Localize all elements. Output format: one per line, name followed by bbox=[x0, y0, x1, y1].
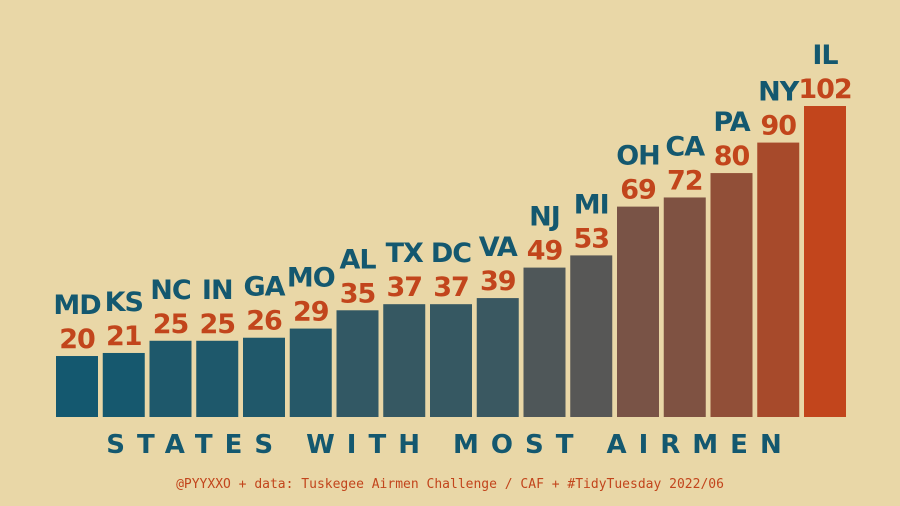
state-label-in: IN bbox=[202, 275, 233, 306]
value-label-ca: 72 bbox=[667, 165, 703, 196]
state-label-dc: DC bbox=[431, 238, 471, 269]
state-label-ks: KS bbox=[105, 287, 143, 318]
state-label-nc: NC bbox=[150, 275, 191, 306]
state-label-mi: MI bbox=[574, 189, 609, 220]
bar-ca bbox=[663, 197, 706, 417]
value-label-al: 35 bbox=[340, 278, 376, 309]
state-label-il: IL bbox=[812, 40, 838, 71]
chart-title: STATES WITH MOST AIRMEN bbox=[106, 430, 794, 460]
bar-al bbox=[336, 310, 379, 417]
state-label-pa: PA bbox=[713, 107, 750, 138]
state-label-mo: MO bbox=[287, 263, 335, 294]
value-label-mo: 29 bbox=[293, 297, 329, 328]
bar-chart: 20MD21KS25NC25IN26GA29MO35AL37TX37DC39VA… bbox=[53, 40, 853, 417]
state-label-tx: TX bbox=[386, 238, 424, 269]
bar-mo bbox=[289, 328, 332, 417]
value-label-mi: 53 bbox=[573, 223, 609, 254]
state-label-oh: OH bbox=[616, 141, 660, 172]
value-label-tx: 37 bbox=[386, 272, 422, 303]
value-label-nj: 49 bbox=[527, 236, 563, 267]
bar-in bbox=[196, 340, 239, 417]
value-label-md: 20 bbox=[59, 324, 95, 355]
bar-il bbox=[804, 106, 846, 417]
bar-oh bbox=[617, 206, 659, 417]
value-label-pa: 80 bbox=[714, 141, 750, 172]
bar-ga bbox=[243, 337, 285, 417]
value-label-va: 39 bbox=[480, 266, 516, 297]
value-label-dc: 37 bbox=[433, 272, 469, 303]
value-label-ks: 21 bbox=[106, 321, 142, 352]
state-label-ny: NY bbox=[758, 77, 800, 108]
state-label-nj: NJ bbox=[529, 202, 560, 233]
bar-ny bbox=[757, 142, 800, 417]
value-label-ga: 26 bbox=[246, 306, 282, 337]
state-label-md: MD bbox=[53, 290, 100, 321]
state-label-ga: GA bbox=[243, 272, 285, 303]
bar-nc bbox=[149, 340, 192, 417]
bar-md bbox=[56, 356, 98, 417]
value-label-in: 25 bbox=[199, 309, 235, 340]
state-label-al: AL bbox=[339, 244, 376, 275]
bar-nj bbox=[523, 267, 566, 417]
bar-ks bbox=[102, 352, 145, 417]
value-label-oh: 69 bbox=[620, 175, 656, 206]
value-label-nc: 25 bbox=[153, 309, 189, 340]
state-label-va: VA bbox=[479, 232, 518, 263]
chart-caption: @PYYXXO + data: Tuskegee Airmen Challeng… bbox=[176, 477, 724, 492]
value-label-il: 102 bbox=[798, 74, 851, 105]
bar-mi bbox=[570, 255, 613, 417]
bar-tx bbox=[383, 304, 426, 417]
bar-pa bbox=[710, 173, 753, 417]
bar-dc bbox=[430, 304, 472, 417]
bar-va bbox=[476, 298, 519, 417]
value-label-ny: 90 bbox=[760, 111, 796, 142]
state-label-ca: CA bbox=[665, 131, 705, 162]
